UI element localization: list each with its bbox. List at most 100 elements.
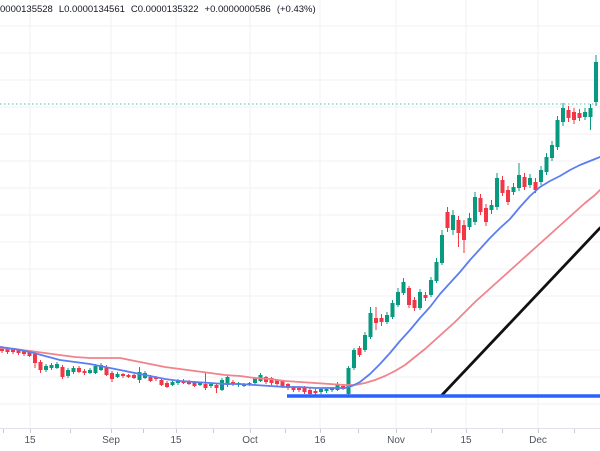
candle-body — [335, 384, 340, 390]
time-axis-tick — [213, 429, 214, 433]
time-axis-label: 15 — [24, 435, 36, 446]
candle-body — [473, 197, 477, 222]
candle-body — [555, 120, 560, 147]
candle-body — [198, 383, 202, 385]
time-axis-tick — [538, 429, 539, 433]
time-axis-tick — [30, 429, 31, 433]
ma-slow-line — [0, 189, 600, 386]
ma-fast-line — [0, 156, 600, 389]
candle-body — [528, 178, 532, 185]
candle-body — [396, 292, 400, 305]
candle-body — [352, 350, 356, 368]
ohlc-high-value: 0000135528 — [0, 4, 53, 15]
candle-body — [214, 385, 219, 388]
ohlc-change-percent: (+0.43%) — [276, 4, 316, 15]
candle-body — [11, 349, 15, 352]
candle-body — [126, 375, 131, 377]
ohlc-change-absolute: +0.0000000586 — [204, 4, 271, 15]
candle-body — [478, 198, 483, 212]
candle-body — [269, 378, 274, 383]
candle-body — [412, 300, 417, 308]
time-axis[interactable]: 15 Sep 15 Oct 16 Nov 15 Dec — [0, 428, 600, 451]
candle-body — [550, 145, 554, 158]
candle-body — [379, 318, 384, 322]
time-axis-tick — [320, 429, 321, 433]
candle-body — [203, 384, 208, 388]
candle-body — [291, 387, 296, 390]
ohlc-close-value: C0.0000135322 — [130, 4, 199, 15]
candle-body — [588, 108, 593, 117]
candle-body — [170, 382, 175, 385]
time-axis-label: 15 — [460, 435, 472, 446]
candle-body — [209, 384, 213, 386]
candle-body — [407, 288, 411, 305]
candle-body — [225, 377, 230, 385]
candle-body — [297, 388, 301, 390]
time-axis-tick — [3, 429, 4, 433]
candle-body — [22, 351, 26, 354]
candle-body — [423, 295, 428, 298]
candle-body — [104, 367, 109, 375]
ohlc-low-value: L0.0000134561 — [58, 4, 125, 15]
candle-body — [594, 62, 598, 102]
candle-body — [484, 208, 488, 222]
candle-body — [429, 280, 433, 295]
time-axis-tick — [502, 429, 503, 433]
candle-body — [319, 389, 323, 392]
time-axis-label: Oct — [242, 435, 258, 446]
candle-body — [286, 384, 290, 388]
candle-body — [55, 364, 59, 368]
candle-body — [165, 383, 169, 387]
candle-body — [148, 377, 153, 381]
candle-body — [99, 365, 103, 370]
candle-body — [253, 378, 257, 383]
time-axis-tick — [285, 429, 286, 433]
time-axis-tick — [70, 429, 71, 433]
trendline-drawing[interactable] — [440, 226, 600, 397]
candle-body — [33, 354, 37, 363]
candle-body — [539, 170, 543, 182]
candle-body — [27, 352, 32, 356]
candle-body — [357, 348, 362, 355]
candle-body — [572, 112, 576, 120]
candle-body — [511, 187, 516, 192]
candle-body — [566, 110, 571, 118]
candle-body — [363, 335, 367, 350]
time-axis-label: Dec — [529, 435, 547, 446]
time-axis-label: Nov — [387, 435, 405, 446]
candle-body — [456, 220, 461, 233]
candle-body — [544, 157, 549, 172]
candle-body — [44, 366, 48, 370]
candle-body — [577, 113, 582, 118]
candle-body — [159, 380, 164, 385]
time-axis-tick — [176, 429, 177, 433]
candle-body — [313, 391, 318, 393]
candle-body — [115, 374, 120, 377]
candle-body — [434, 262, 439, 281]
candle-body — [121, 374, 125, 376]
candle-body — [517, 175, 521, 188]
candle-body — [308, 390, 312, 394]
candle-body — [187, 382, 191, 384]
candle-body — [275, 380, 279, 384]
time-axis-label: Sep — [102, 435, 120, 446]
candle-body — [88, 370, 92, 373]
candle-body — [346, 368, 351, 394]
candle-body — [71, 368, 76, 372]
chart-canvas[interactable] — [0, 0, 600, 428]
candle-body — [231, 382, 235, 384]
candle-body — [66, 370, 70, 376]
candle-body — [77, 368, 81, 372]
time-axis-label: 16 — [314, 435, 326, 446]
candle-body — [418, 292, 422, 308]
candle-body — [82, 371, 87, 373]
time-axis-tick — [358, 429, 359, 433]
candle-body — [440, 235, 444, 263]
candle-body — [390, 303, 395, 317]
candle-body — [220, 380, 224, 390]
candle-body — [374, 318, 378, 323]
time-axis-tick — [431, 429, 432, 433]
candle-body — [500, 180, 505, 193]
candle-body — [445, 212, 450, 228]
